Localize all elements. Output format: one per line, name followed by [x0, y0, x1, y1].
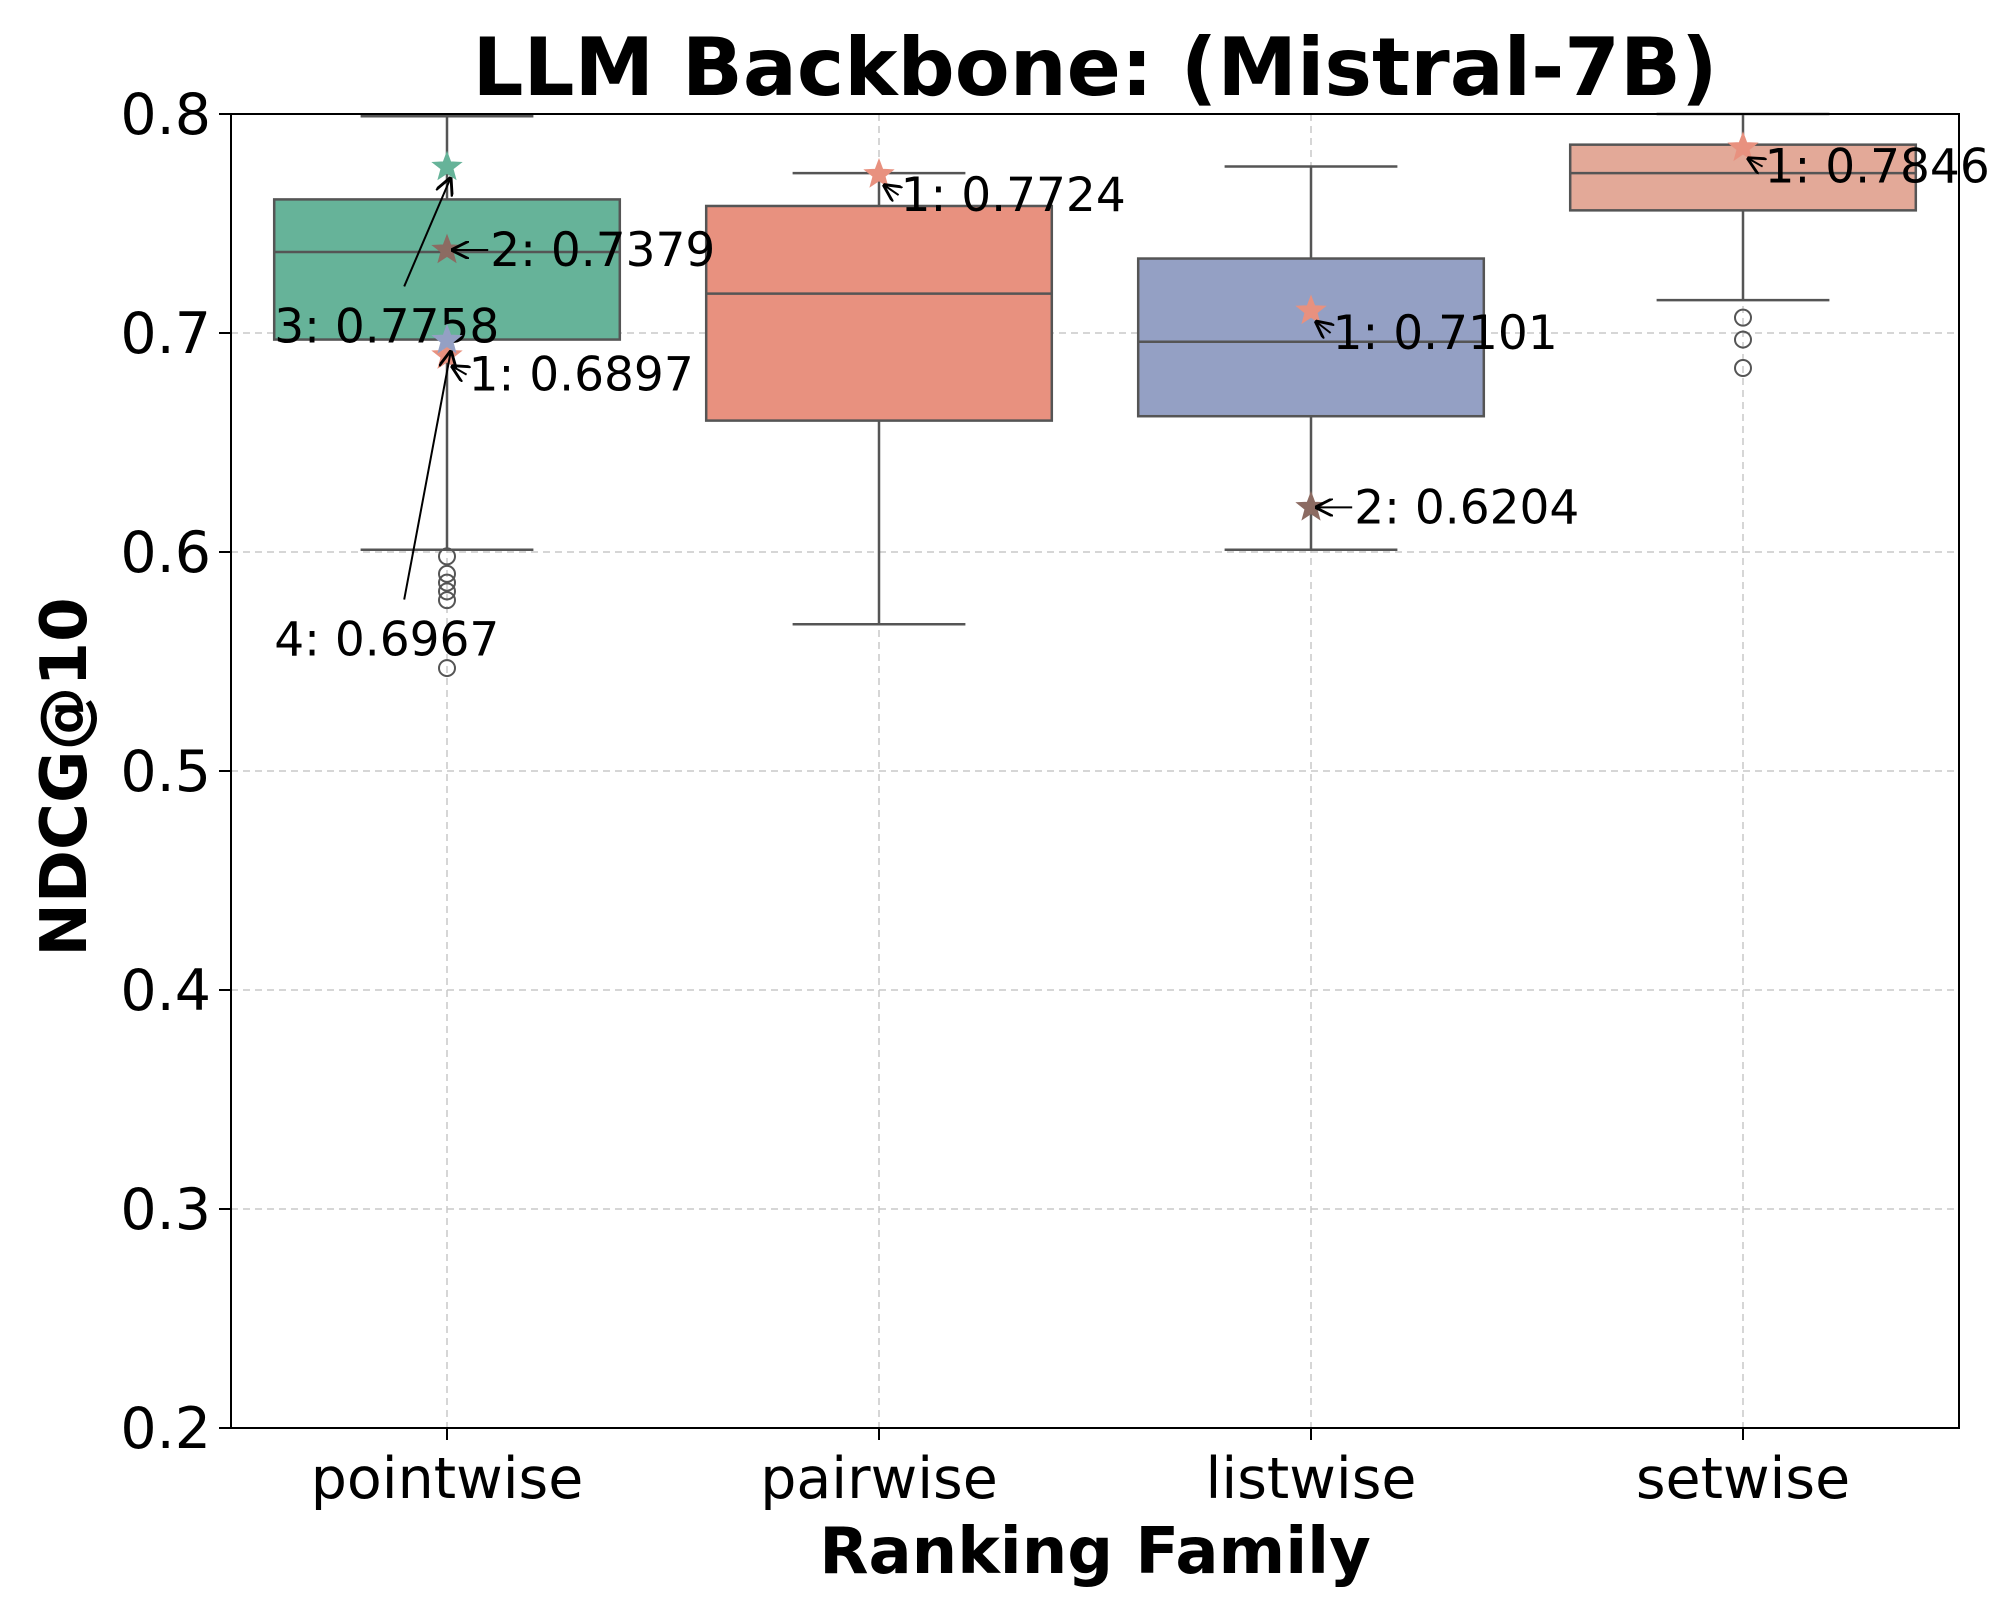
annotation-arrow	[403, 177, 451, 287]
y-tick-label: 0.8	[120, 82, 211, 148]
box-iqr	[272, 198, 622, 341]
outlier-point	[438, 547, 456, 566]
annotation-pointwise: 3: 0.7758	[274, 150, 499, 354]
annotation-label: 1: 0.7101	[1333, 306, 1558, 361]
y-tick-label: 0.6	[120, 520, 211, 586]
x-tick-label: listwise	[1206, 1446, 1417, 1512]
box-iqr	[704, 204, 1054, 422]
outlier-point	[438, 573, 456, 592]
annotation-label: 4: 0.6967	[274, 613, 499, 668]
y-tick-label: 0.3	[120, 1177, 211, 1243]
x-axis-label: Ranking Family	[819, 1515, 1371, 1589]
annotation-arrow	[451, 366, 467, 375]
y-tick-label: 0.7	[120, 301, 211, 367]
annotation-arrow	[1315, 321, 1331, 333]
outlier-point	[1734, 308, 1752, 327]
x-tick-label: pointwise	[311, 1446, 584, 1512]
outlier-point	[438, 591, 456, 610]
box-listwise	[1136, 165, 1486, 552]
annotation-label: 1: 0.6897	[469, 348, 694, 403]
star-marker	[431, 323, 463, 354]
annotation-label: 2: 0.6204	[1354, 480, 1579, 535]
outlier-point	[1734, 330, 1752, 349]
annotation-arrow	[883, 184, 899, 195]
y-tick-label: 0.4	[120, 958, 211, 1024]
outlier-point	[438, 582, 456, 601]
x-tick-label: pairwise	[760, 1446, 998, 1512]
annotation-label: 1: 0.7724	[901, 168, 1126, 223]
annotation-pairwise: 1: 0.7724	[863, 157, 1126, 223]
outlier-point	[1734, 359, 1752, 378]
annotation-arrow	[403, 350, 451, 600]
star-marker	[863, 157, 895, 188]
annotation-pointwise: 2: 0.7379	[431, 223, 715, 278]
y-tick-label: 0.2	[120, 1396, 211, 1462]
outlier-point	[438, 659, 456, 678]
box-iqr	[1136, 257, 1486, 418]
box-pointwise	[272, 114, 622, 678]
chart-title: LLM Backbone: (Mistral-7B)	[473, 21, 1718, 114]
annotation-label: 3: 0.7758	[274, 299, 499, 354]
annotation-arrow	[1747, 158, 1763, 167]
annotation-pointwise: 1: 0.6897	[431, 339, 694, 403]
x-tick-label: setwise	[1636, 1446, 1850, 1512]
y-tick-label: 0.5	[120, 739, 211, 805]
box-plots	[272, 112, 1918, 678]
star-marker	[1295, 294, 1327, 325]
outlier-point	[438, 564, 456, 583]
annotation-label: 1: 0.7846	[1765, 140, 1990, 195]
annotation-label: 2: 0.7379	[490, 223, 715, 278]
box-setwise	[1568, 112, 1918, 378]
annotation-setwise: 1: 0.7846	[1727, 131, 1990, 195]
box-pairwise	[704, 171, 1054, 626]
annotation-listwise: 2: 0.6204	[1295, 480, 1579, 535]
star-marker	[1727, 131, 1759, 162]
ticks: 0.2 0.3 0.4 0.5 0.6 0.7 0.8 pointwise pairwise li…	[120, 82, 1850, 1512]
annotation-listwise: 1: 0.7101	[1295, 294, 1558, 361]
y-axis-label: NDCG@10	[28, 597, 102, 956]
box-iqr	[1568, 143, 1918, 212]
annotation-pointwise: 4: 0.6967	[274, 323, 499, 668]
star-marker	[431, 150, 463, 181]
